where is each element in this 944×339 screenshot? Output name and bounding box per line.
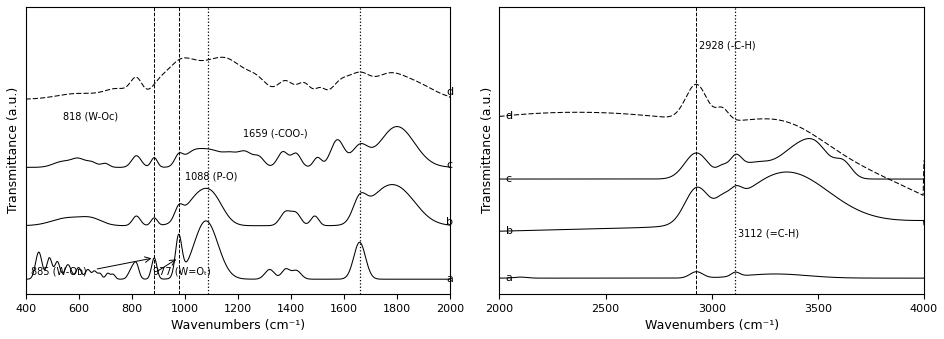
Text: 885 (W-Oᴅ): 885 (W-Oᴅ) — [31, 266, 87, 276]
X-axis label: Wavenumbers (cm⁻¹): Wavenumbers (cm⁻¹) — [644, 319, 778, 332]
Text: 3112 (=C-H): 3112 (=C-H) — [737, 228, 799, 239]
Text: 818 (W-Oᴄ): 818 (W-Oᴄ) — [62, 112, 118, 122]
Text: b: b — [446, 217, 452, 227]
Text: 977 (W=Oₜ): 977 (W=Oₜ) — [153, 266, 211, 276]
Text: b: b — [505, 226, 513, 236]
X-axis label: Wavenumbers (cm⁻¹): Wavenumbers (cm⁻¹) — [171, 319, 305, 332]
Text: a: a — [505, 273, 512, 283]
Y-axis label: Transmittance (a.u.): Transmittance (a.u.) — [7, 87, 20, 214]
Text: c: c — [446, 160, 452, 170]
Text: a: a — [446, 274, 452, 284]
Text: d: d — [446, 87, 453, 97]
Text: 1659 (-COO-): 1659 (-COO-) — [243, 128, 308, 138]
Text: d: d — [505, 111, 513, 121]
Y-axis label: Transmittance (a.u.): Transmittance (a.u.) — [480, 87, 494, 214]
Text: 1088 (P-O): 1088 (P-O) — [184, 172, 237, 182]
Text: c: c — [505, 174, 512, 184]
Text: 2928 (-C-H): 2928 (-C-H) — [699, 41, 755, 51]
